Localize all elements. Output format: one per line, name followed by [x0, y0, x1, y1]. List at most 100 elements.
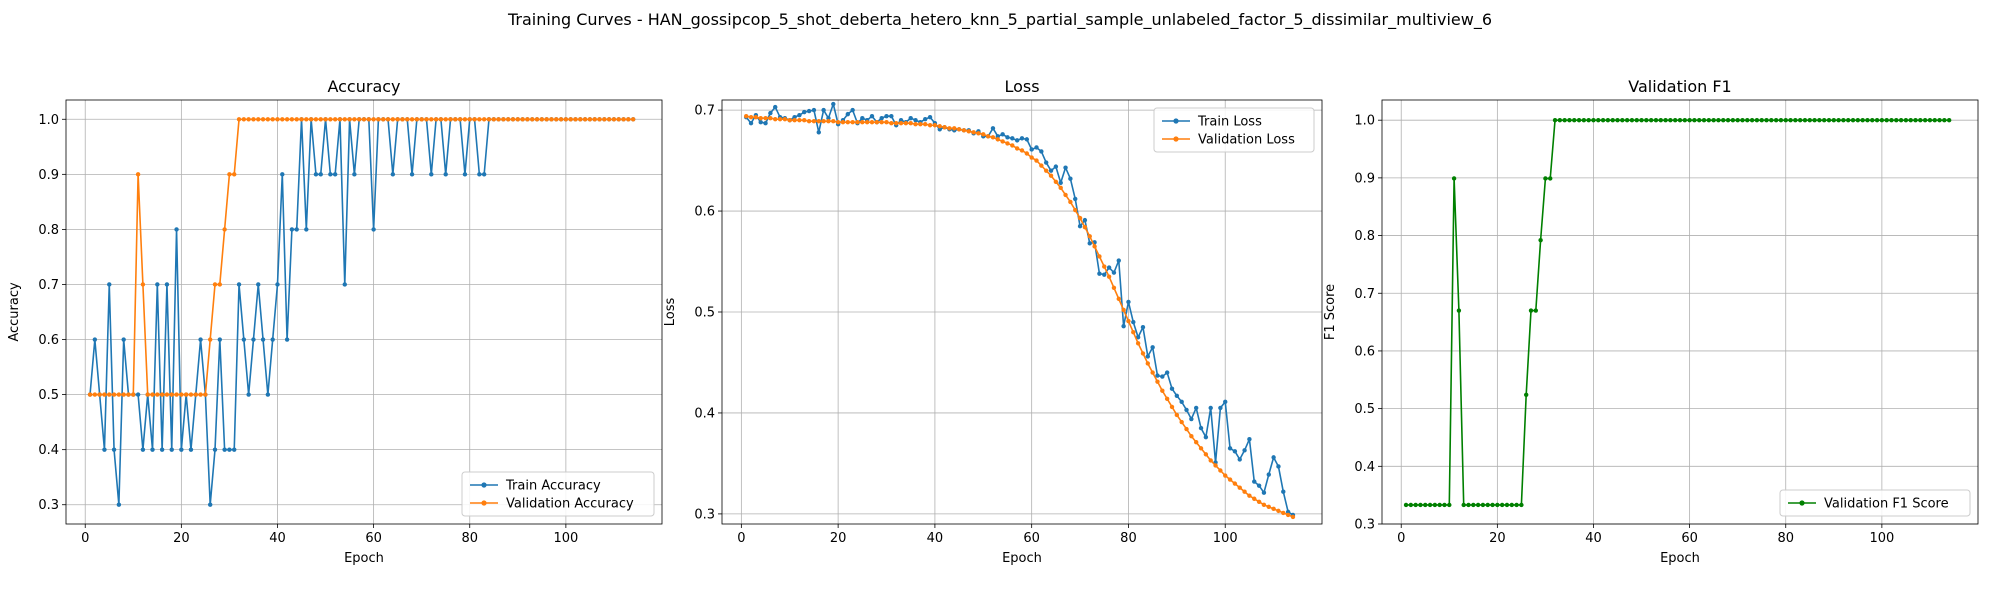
- data-point: [802, 109, 807, 115]
- data-point: [1058, 180, 1063, 185]
- data-point: [1918, 117, 1923, 123]
- data-point: [1884, 117, 1889, 123]
- data-point: [212, 447, 218, 452]
- data-point: [573, 117, 578, 122]
- data-point: [1276, 508, 1281, 514]
- data-point: [990, 126, 996, 131]
- data-point: [1572, 117, 1577, 123]
- data-point: [1014, 146, 1020, 151]
- data-point: [116, 392, 122, 397]
- data-point: [496, 117, 501, 122]
- data-point: [923, 122, 928, 127]
- data-point: [227, 172, 232, 177]
- data-point: [578, 117, 583, 122]
- data-point: [126, 392, 131, 397]
- data-point: [1198, 446, 1204, 451]
- data-point: [107, 392, 112, 397]
- data-point: [135, 392, 141, 397]
- data-point: [1423, 502, 1428, 508]
- data-point: [1687, 117, 1692, 123]
- data-point: [621, 117, 626, 122]
- data-point: [913, 117, 918, 123]
- data-point: [409, 172, 415, 177]
- data-point: [1000, 132, 1005, 137]
- data-point: [981, 132, 986, 137]
- data-point: [92, 392, 98, 397]
- y-tick-label: 0.9: [1354, 171, 1375, 186]
- data-point: [1730, 117, 1736, 123]
- data-point: [1010, 136, 1015, 141]
- data-point: [753, 114, 759, 120]
- data-point: [1102, 264, 1107, 269]
- data-point: [748, 121, 754, 126]
- data-point: [1668, 117, 1673, 123]
- x-tick-label: 20: [1489, 531, 1506, 546]
- data-point: [1218, 405, 1223, 411]
- data-point: [337, 117, 343, 122]
- data-point: [1140, 351, 1146, 356]
- y-tick-label: 0.5: [38, 388, 59, 403]
- data-point: [140, 447, 146, 452]
- data-point: [1821, 117, 1827, 123]
- data-point: [1629, 117, 1635, 123]
- data-point: [1427, 502, 1433, 508]
- series-line: [745, 103, 1294, 516]
- data-point: [1024, 137, 1030, 142]
- y-tick-label: 0.6: [1354, 344, 1375, 359]
- data-point: [1672, 117, 1678, 123]
- data-point: [1658, 117, 1663, 123]
- data-point: [1586, 117, 1591, 123]
- legend-marker: [1173, 118, 1179, 124]
- data-point: [1189, 433, 1194, 439]
- data-point: [1193, 405, 1199, 411]
- data-point: [763, 115, 768, 121]
- data-point: [121, 337, 126, 342]
- x-tick-label: 100: [1869, 531, 1894, 546]
- data-point: [164, 282, 170, 287]
- data-point: [1490, 502, 1495, 508]
- data-point: [1058, 185, 1063, 191]
- data-point: [1252, 496, 1257, 501]
- data-point: [1807, 117, 1812, 123]
- data-point: [1495, 502, 1500, 508]
- data-point: [908, 121, 913, 126]
- data-point: [1227, 477, 1233, 482]
- data-point: [294, 117, 299, 122]
- data-point: [525, 117, 530, 122]
- data-point: [942, 125, 947, 130]
- data-point: [1266, 504, 1271, 510]
- data-point: [811, 107, 817, 113]
- data-point: [92, 337, 98, 342]
- data-point: [1145, 354, 1151, 359]
- data-point: [174, 227, 179, 232]
- data-point: [102, 392, 107, 397]
- data-point: [869, 113, 875, 119]
- y-tick-label: 0.7: [1354, 287, 1375, 302]
- data-point: [159, 447, 165, 452]
- data-point: [1174, 393, 1180, 398]
- data-point: [995, 137, 1001, 142]
- data-point: [1106, 265, 1112, 270]
- data-point: [1126, 299, 1131, 305]
- y-axis-label: Accuracy: [7, 282, 22, 342]
- data-point: [1749, 117, 1755, 123]
- data-point: [630, 117, 636, 122]
- data-point: [1252, 479, 1257, 484]
- y-tick-label: 0.3: [1354, 518, 1375, 533]
- data-point: [855, 120, 860, 125]
- data-point: [1533, 308, 1539, 313]
- data-point: [1019, 148, 1025, 153]
- data-point: [486, 117, 492, 122]
- chart-title: Loss: [1004, 77, 1039, 96]
- loss-chart: 0 20 40 60 80 100 0.3 0.4 0.5 0.6 0.7 Loss Epoch Loss…: [663, 77, 1323, 566]
- data-point: [1290, 514, 1296, 520]
- x-tick-label: 100: [1213, 531, 1238, 546]
- data-point: [501, 117, 506, 122]
- data-point: [443, 117, 448, 122]
- data-point: [1039, 163, 1044, 168]
- y-tick-label: 0.8: [1354, 229, 1375, 244]
- data-point: [481, 172, 487, 177]
- data-point: [251, 117, 256, 122]
- data-point: [1942, 117, 1947, 123]
- data-point: [782, 116, 788, 122]
